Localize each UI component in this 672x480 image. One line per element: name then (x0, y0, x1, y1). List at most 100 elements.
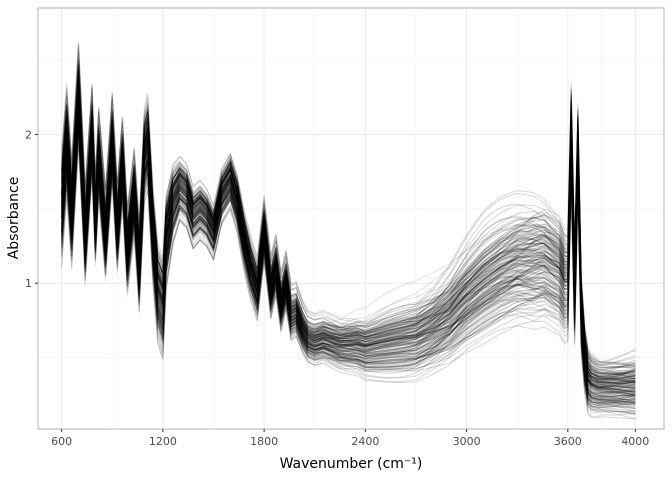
spectrum-line (61, 112, 636, 408)
x-tick-label: 1800 (250, 435, 278, 448)
spectrum-line (61, 96, 636, 389)
plot-panel (38, 8, 664, 429)
spectrum-line (61, 72, 636, 378)
spectrum-line (61, 78, 636, 364)
spectrum-line (61, 104, 636, 390)
spectrum-line (61, 83, 636, 389)
spectrum-line (61, 118, 636, 395)
spectrum-line (61, 80, 636, 377)
spectrum-line (61, 107, 636, 404)
spectrum-line (61, 119, 636, 409)
spectrum-line (61, 119, 636, 409)
spectrum-line (61, 87, 636, 388)
spectrum-line (61, 60, 636, 378)
spectrum-line (61, 123, 636, 404)
spectrum-line (61, 107, 636, 398)
spectrum-line (61, 89, 636, 374)
x-tick-label: 2400 (351, 435, 379, 448)
spectrum-line (61, 92, 636, 381)
spectrum-line (61, 92, 636, 377)
spectrum-line (61, 97, 636, 390)
spectrum-line (61, 109, 636, 404)
grid-minor (38, 8, 664, 429)
spectrum-line (61, 118, 636, 403)
spectrum-line (61, 86, 636, 386)
spectrum-line (61, 87, 636, 375)
spectrum-line (61, 124, 636, 402)
spectrum-line (61, 140, 636, 420)
spectrum-line (61, 115, 636, 409)
spectrum-line (61, 107, 636, 400)
spectrum-line (61, 97, 636, 384)
spectrum-line (61, 103, 636, 392)
spectrum-line (61, 72, 636, 375)
spectrum-line (61, 111, 636, 391)
spectrum-line (61, 81, 636, 380)
spectrum-line (61, 85, 636, 395)
spectrum-line (61, 79, 636, 382)
x-tick-label: 3600 (554, 435, 582, 448)
spectrum-line (61, 74, 636, 368)
spectrum-line (61, 118, 636, 413)
spectrum-line (61, 113, 636, 403)
spectrum-line (61, 40, 636, 363)
spectrum-line (61, 79, 636, 388)
spectrum-line (61, 64, 636, 366)
spectrum-line (61, 122, 636, 394)
spectrum-line (61, 121, 636, 403)
spectrum-line (61, 129, 636, 404)
spectrum-line (61, 85, 636, 385)
spectrum-line (61, 100, 636, 380)
spectrum-line (61, 136, 636, 404)
spectrum-line (61, 96, 636, 384)
spectrum-line (61, 77, 636, 378)
spectrum-line (61, 98, 636, 401)
spectrum-line (61, 82, 636, 394)
spectrum-line (61, 97, 636, 407)
spectrum-line (61, 107, 636, 384)
spectrum-line (61, 118, 636, 395)
spectrum-line (61, 71, 636, 374)
spectrum-line (61, 90, 636, 396)
spectrum-line (61, 114, 636, 394)
x-tick-label: 3000 (453, 435, 481, 448)
spectrum-line (61, 64, 636, 370)
spectrum-line (61, 100, 636, 385)
spectrum-line (61, 75, 636, 378)
spectrum-line (61, 82, 636, 397)
spectrum-line (61, 119, 636, 403)
spectrum-line (61, 124, 636, 404)
spectrum-line (61, 134, 636, 417)
spectrum-line (61, 84, 636, 372)
x-tick-label: 600 (51, 435, 72, 448)
spectrum-line (61, 91, 636, 382)
spectrum-line (61, 70, 636, 375)
spectrum-line (61, 85, 636, 388)
spectrum-line (61, 85, 636, 379)
spectrum-line (61, 91, 636, 378)
spectrum-line (61, 97, 636, 380)
spectrum-line (61, 119, 636, 399)
spectrum-line (61, 111, 636, 405)
spectrum-line (61, 106, 636, 396)
spectrum-line (61, 143, 636, 420)
spectrum-line (61, 79, 636, 384)
spectrum-line (61, 72, 636, 385)
spectrum-line (61, 115, 636, 401)
spectrum-line (61, 125, 636, 413)
spectrum-line (61, 75, 636, 381)
spectrum-line (61, 72, 636, 369)
spectrum-line (61, 123, 636, 410)
spectrum-line (61, 105, 636, 388)
spectrum-line (61, 76, 636, 380)
spectrum-line (61, 62, 636, 376)
spectrum-line (61, 62, 636, 371)
spectrum-line (61, 116, 636, 388)
spectrum-line (61, 81, 636, 388)
spectrum-line (61, 111, 636, 404)
y-tick-label: 1 (25, 277, 32, 290)
spectrum-line (61, 129, 636, 408)
spectrum-line (61, 79, 636, 389)
spectrum-line (61, 113, 636, 398)
